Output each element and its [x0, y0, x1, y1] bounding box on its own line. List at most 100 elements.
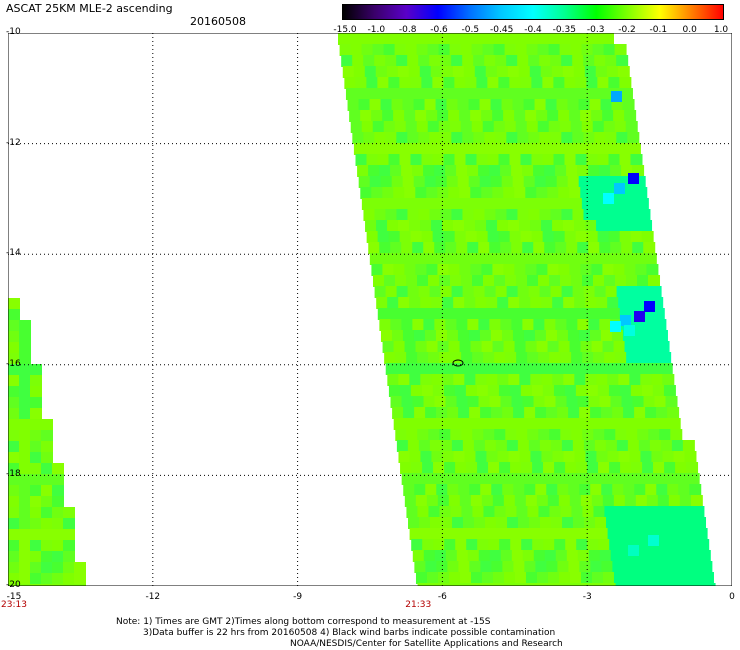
wind-cell [546, 484, 559, 496]
wind-cell [409, 374, 422, 386]
wind-cell [545, 176, 558, 188]
wind-cell [561, 363, 574, 375]
wind-cell [671, 440, 684, 452]
wind-cell [679, 495, 692, 507]
wind-cell [453, 528, 466, 540]
wind-cell [573, 66, 586, 78]
wind-cell [19, 452, 31, 464]
wind-cell [495, 286, 508, 298]
wind-cell [404, 110, 417, 122]
wind-cell [565, 462, 578, 474]
wind-cell [605, 440, 618, 452]
wind-cell [406, 429, 419, 441]
wind-cell [19, 441, 31, 453]
wind-cell [541, 220, 554, 232]
wind-cell [698, 550, 711, 562]
wind-cell [404, 33, 416, 45]
wind-cell [361, 198, 374, 210]
wind-cell [464, 451, 477, 463]
wind-cell [399, 231, 412, 243]
wind-cell [453, 297, 466, 309]
wind-cell [628, 173, 639, 184]
wind-cell [388, 308, 401, 320]
wind-cell [360, 33, 372, 45]
wind-cell [616, 55, 629, 67]
wind-cell [591, 110, 604, 122]
wind-cell [592, 121, 605, 133]
wind-cell [439, 275, 452, 287]
wind-cell [379, 242, 392, 254]
wind-cell [440, 286, 453, 298]
wind-cell [459, 110, 472, 122]
wind-cell [505, 352, 518, 364]
wind-cell [461, 275, 474, 287]
wind-cell [522, 165, 535, 177]
wind-cell [463, 143, 476, 155]
wind-cell [419, 66, 432, 78]
wind-cell [626, 583, 639, 586]
wind-cell [664, 539, 677, 551]
wind-cell [467, 242, 480, 254]
wind-cell [375, 66, 388, 78]
wind-cell [458, 484, 471, 496]
wind-cell [567, 253, 580, 265]
wind-cell [503, 33, 515, 45]
wind-cell [462, 209, 475, 221]
wind-cell [455, 88, 468, 100]
wind-cell [418, 286, 431, 298]
wind-cell [431, 528, 444, 540]
wind-cell [404, 264, 417, 276]
wind-cell [397, 143, 410, 155]
wind-cell [492, 264, 505, 276]
wind-cell [369, 99, 382, 111]
wind-cell [369, 253, 382, 265]
wind-cell [635, 572, 648, 584]
wind-cell [659, 583, 672, 586]
wind-cell [525, 495, 538, 507]
wind-cell [571, 275, 584, 287]
wind-cell [569, 341, 582, 353]
wind-cell [533, 473, 546, 485]
wind-cell [605, 363, 618, 375]
wind-cell [594, 132, 607, 144]
wind-cell [460, 44, 473, 56]
wind-cell [441, 143, 454, 155]
wind-cell [540, 66, 553, 78]
wind-cell [486, 220, 499, 232]
wind-cell [578, 176, 591, 188]
wind-cell [374, 55, 387, 67]
wind-cell [435, 253, 448, 265]
wind-cell [629, 220, 642, 232]
wind-cell [433, 88, 446, 100]
wind-cell [375, 143, 388, 155]
wind-cell [442, 451, 455, 463]
wind-cell [506, 209, 519, 221]
wind-cell [450, 352, 463, 364]
wind-cell [506, 363, 519, 375]
wind-cell [394, 121, 407, 133]
wind-cell [596, 374, 609, 386]
wind-cell [687, 473, 700, 485]
wind-cell [583, 132, 596, 144]
wind-cell [494, 506, 507, 518]
wind-cell [648, 352, 661, 364]
y-tick-label: -12 [6, 137, 21, 148]
wind-cell [63, 584, 75, 586]
wind-cell [585, 451, 598, 463]
wind-cell [396, 286, 409, 298]
wind-cell [495, 209, 508, 221]
wind-cell [558, 341, 571, 353]
wind-cell [396, 55, 409, 67]
wind-cell [438, 198, 451, 210]
note-line-1: Note: 1) Times are GMT 2)Times along bot… [116, 617, 491, 627]
wind-cell [643, 242, 656, 254]
wind-cell [409, 528, 422, 540]
wind-cell [583, 209, 596, 221]
wind-cell [413, 253, 426, 265]
wind-cell [510, 88, 523, 100]
wind-cell [654, 550, 667, 562]
wind-cell [513, 407, 526, 419]
wind-cell [528, 363, 541, 375]
wind-cell [438, 121, 451, 133]
wind-cell [534, 330, 547, 342]
